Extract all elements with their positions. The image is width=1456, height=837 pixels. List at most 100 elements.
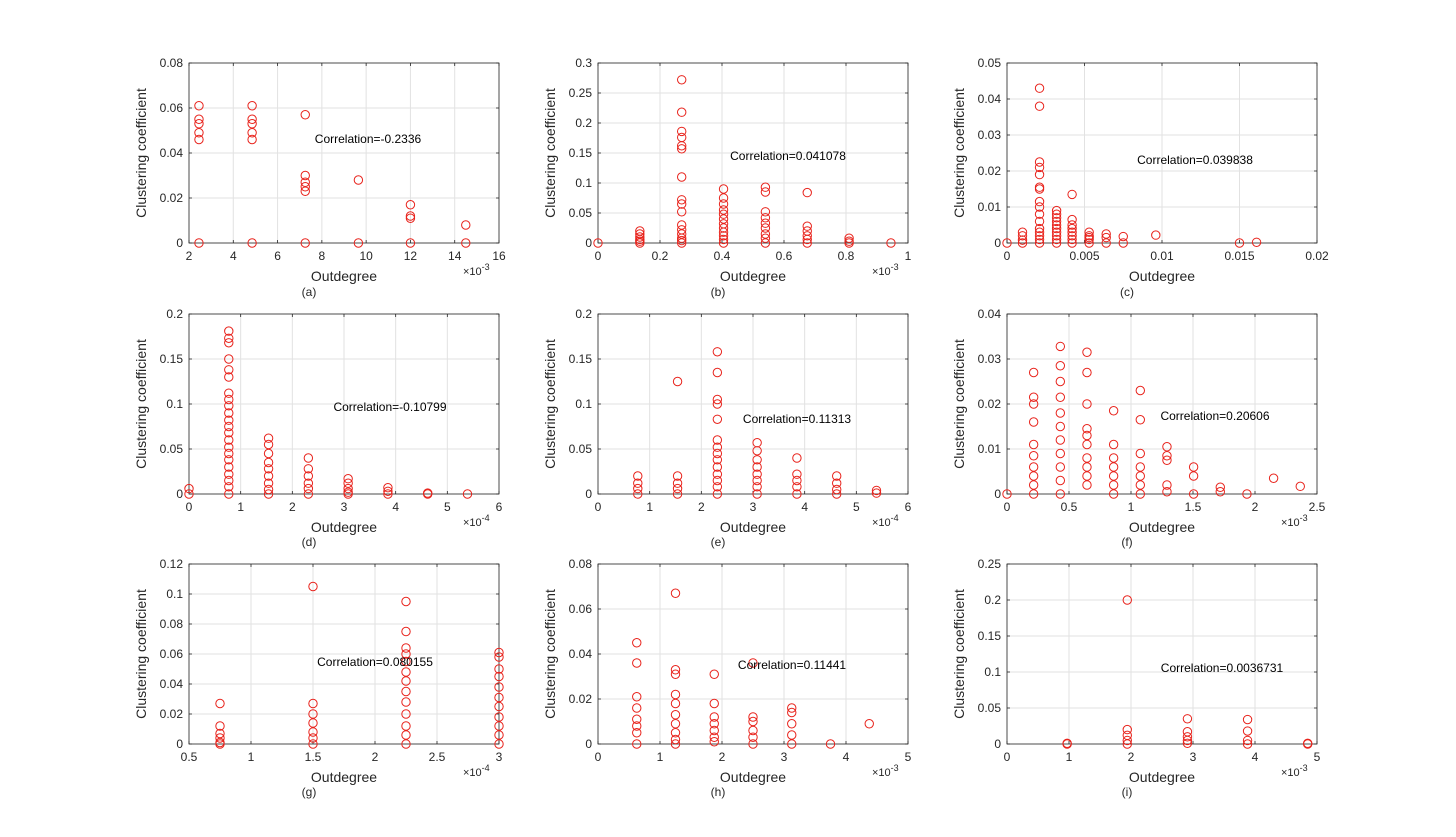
- scatter-panel-e: 0 1 2 3 4 5 6 0 0.05 0.1 0.15 0.2 ×10-4 Outdegree Clus…: [542, 307, 912, 549]
- y-tick-label: 0.2: [984, 593, 1001, 607]
- panel-label: (d): [302, 535, 317, 549]
- data-point: [224, 415, 234, 425]
- data-point: [718, 238, 729, 248]
- y-tick-label: 0.01: [978, 442, 1002, 456]
- data-point: [1135, 471, 1146, 481]
- x-exponent-label: ×10-3: [463, 262, 490, 278]
- data-point: [224, 333, 234, 343]
- data-point: [792, 469, 802, 479]
- data-point: [1034, 231, 1045, 241]
- data-point: [224, 372, 234, 382]
- data-point: [401, 686, 411, 697]
- x-axis-label: Outdegree: [1129, 519, 1195, 535]
- data-point: [1108, 471, 1119, 481]
- data-point: [712, 367, 723, 378]
- data-point: [1034, 216, 1045, 227]
- x-exponent-label: ×10-4: [463, 513, 490, 529]
- data-point: [748, 712, 758, 722]
- data-point: [263, 484, 274, 495]
- data-point: [709, 725, 719, 736]
- data-point: [462, 489, 473, 499]
- y-tick-label: 0.02: [978, 397, 1002, 411]
- data-point: [353, 238, 364, 248]
- x-tick-label: 3: [341, 500, 348, 514]
- data-point: [1028, 439, 1039, 450]
- data-point: [494, 721, 504, 731]
- data-point: [635, 232, 645, 242]
- data-point: [760, 218, 771, 228]
- scatter-panel-a: 2 4 6 8 10 12 14 16 0 0.02 0.04 0.06 0.08 ×10-3 Outdeg…: [133, 56, 506, 299]
- data-point: [1135, 415, 1146, 425]
- data-point: [712, 435, 723, 445]
- data-point: [802, 234, 812, 245]
- data-point: [1028, 451, 1039, 461]
- data-point: [1162, 480, 1172, 490]
- x-tick-label: 0.4: [714, 249, 731, 263]
- y-tick-label: 0.3: [575, 56, 592, 70]
- x-exponent-label: ×10-4: [872, 513, 899, 529]
- data-point: [760, 238, 771, 248]
- data-point: [308, 698, 318, 709]
- data-point: [300, 177, 310, 187]
- data-point: [787, 719, 797, 729]
- data-point: [1082, 480, 1092, 490]
- data-point: [247, 134, 257, 145]
- data-point: [1034, 234, 1045, 245]
- x-tick-label: 2: [719, 750, 726, 764]
- data-point: [802, 238, 812, 248]
- y-tick-label: 0.02: [160, 707, 184, 721]
- data-point: [1108, 453, 1119, 463]
- data-point: [802, 231, 812, 241]
- data-point: [752, 489, 762, 499]
- data-point: [632, 638, 642, 648]
- data-point: [1082, 439, 1092, 450]
- x-tick-label: 0: [595, 249, 602, 263]
- data-point: [194, 114, 204, 124]
- panel-label: (a): [302, 285, 317, 299]
- data-point: [343, 478, 353, 488]
- data-point: [308, 733, 318, 743]
- data-point: [494, 671, 504, 682]
- data-point: [677, 220, 687, 230]
- x-tick-label: 1: [237, 500, 244, 514]
- data-point: [215, 739, 225, 749]
- data-point: [1067, 220, 1077, 230]
- y-axis-label: Clustering coefficient: [133, 339, 149, 469]
- x-tick-label: 0: [1004, 500, 1011, 514]
- data-point: [215, 721, 225, 731]
- data-point: [792, 489, 802, 499]
- x-tick-label: 0.8: [838, 249, 855, 263]
- data-point: [1055, 462, 1066, 472]
- data-point: [401, 739, 411, 749]
- data-point: [677, 141, 687, 151]
- data-point: [635, 238, 645, 248]
- data-point: [670, 719, 681, 729]
- data-point: [1051, 205, 1062, 216]
- data-point: [677, 172, 687, 182]
- data-point: [423, 489, 433, 499]
- data-point: [718, 199, 729, 209]
- x-tick-label: 0.005: [1069, 249, 1099, 263]
- x-tick-label: 0.015: [1224, 249, 1254, 263]
- data-point: [752, 482, 762, 492]
- data-point: [760, 182, 771, 192]
- y-tick-label: 0.2: [166, 307, 183, 321]
- data-point: [300, 186, 310, 196]
- data-point: [712, 462, 723, 472]
- data-point: [224, 442, 234, 452]
- data-point: [194, 101, 204, 111]
- x-exponent-label: ×10-4: [463, 763, 490, 779]
- correlation-annotation: Correlation=0.11313: [743, 412, 852, 426]
- data-point: [1034, 184, 1045, 194]
- data-point: [677, 75, 687, 85]
- panel-label: (c): [1120, 285, 1134, 299]
- data-point: [401, 656, 411, 667]
- data-point: [1034, 101, 1045, 111]
- x-exponent-label: ×10-3: [1281, 763, 1308, 779]
- data-point: [1242, 489, 1252, 499]
- data-point: [1034, 196, 1045, 207]
- data-point: [1067, 238, 1077, 248]
- y-axis-label: Clustering coefficient: [133, 88, 149, 218]
- data-point: [300, 110, 310, 120]
- data-point: [383, 483, 393, 493]
